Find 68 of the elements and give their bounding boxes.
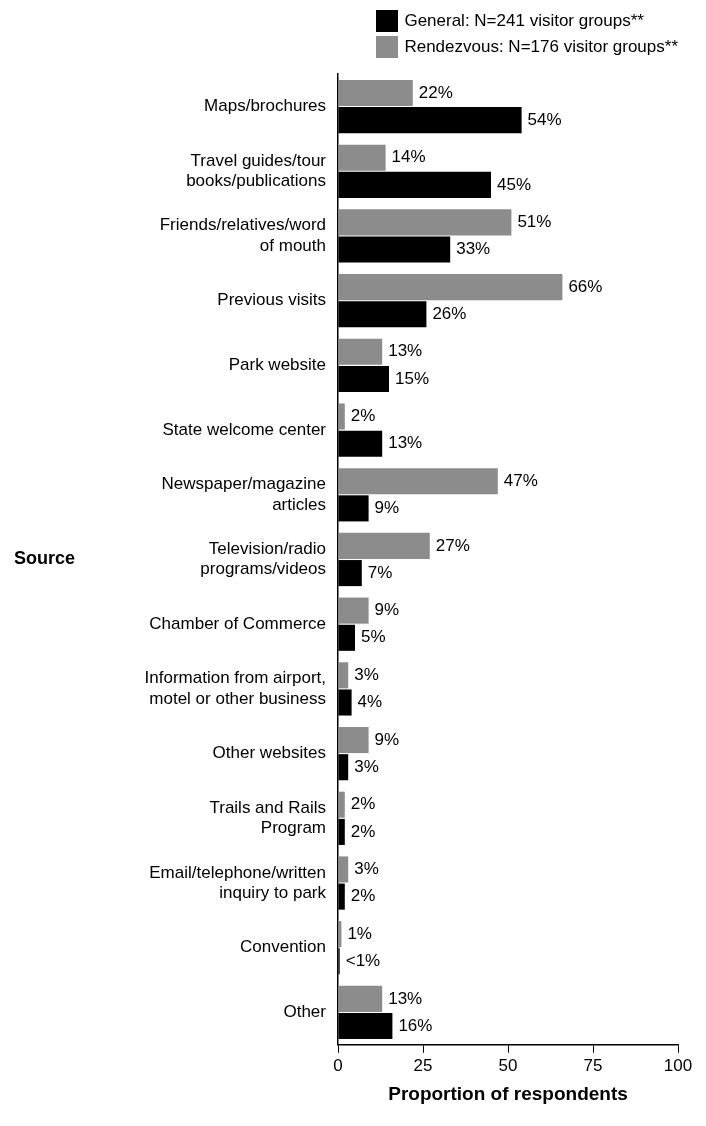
data-label: 13%: [388, 988, 423, 1008]
legend-label: General: N=241 visitor groups**: [404, 10, 644, 32]
bar: [338, 791, 345, 818]
data-label: 27%: [435, 535, 470, 555]
y-tick-label: Chamber of Commerce: [149, 613, 326, 633]
y-tick-label: Park website: [228, 355, 326, 375]
data-label: 14%: [391, 147, 426, 167]
y-tick-label: Maps/brochures: [204, 96, 326, 116]
data-label: 47%: [503, 470, 538, 490]
bar: [338, 856, 349, 883]
y-tick-label: State welcome center: [162, 419, 327, 439]
bar: [338, 209, 512, 236]
bar: [338, 985, 383, 1012]
data-label: 9%: [374, 729, 400, 749]
data-label: 15%: [395, 368, 430, 388]
data-label: 2%: [350, 406, 376, 426]
y-tick-label: Other websites: [212, 743, 326, 763]
data-label: 22%: [418, 82, 453, 102]
bar: [338, 274, 563, 301]
bar: [338, 403, 345, 430]
bar: [338, 338, 383, 365]
y-tick-label: Trails and Rails Program: [209, 797, 326, 838]
bar: [338, 79, 413, 107]
y-tick-label: Email/telephone/written inquiry to park: [149, 862, 327, 902]
data-label: 2%: [350, 794, 376, 814]
bar: [338, 726, 369, 754]
y-tick-label: Travel guides/tour books/publications: [186, 150, 327, 191]
data-label: 54%: [527, 109, 562, 129]
data-label: 2%: [350, 886, 376, 906]
data-label: 16%: [398, 1015, 433, 1035]
data-label: 4%: [357, 692, 383, 712]
y-tick-label: Previous visits: [217, 290, 326, 310]
y-tick-label: Information from airport, motel or other business: [144, 668, 326, 708]
data-label: 2%: [350, 821, 376, 841]
y-tick-label: Television/radio programs/videos: [200, 538, 326, 579]
x-tick-label: 25: [413, 1055, 433, 1075]
data-label: 3%: [354, 859, 379, 879]
x-tick-label: 50: [498, 1055, 518, 1075]
data-label: 26%: [432, 303, 467, 323]
x-axis-title: Proportion of respondents: [388, 1082, 628, 1104]
data-label: 7%: [367, 562, 393, 582]
data-label: 33%: [456, 239, 491, 259]
data-label: 51%: [517, 212, 552, 232]
data-label: 45%: [497, 174, 532, 194]
bar: [338, 468, 498, 495]
x-tick-label: 75: [583, 1055, 603, 1075]
data-label: 3%: [354, 665, 379, 685]
data-label: 9%: [374, 498, 400, 518]
y-tick-label: Convention: [239, 937, 326, 957]
legend-label: Rendezvous: N=176 visitor groups**: [404, 36, 678, 58]
data-label: 9%: [374, 600, 400, 620]
bar: [338, 597, 369, 624]
y-axis-title: Source: [14, 548, 76, 569]
x-tick-label: 0: [333, 1055, 343, 1075]
bar: [338, 662, 349, 689]
data-label: <1%: [345, 951, 381, 971]
bar: [338, 144, 386, 171]
data-label: 13%: [388, 433, 423, 453]
y-tick-label: Friends/relatives/word of mouth: [159, 215, 326, 255]
data-label: 66%: [568, 276, 603, 296]
data-label: 5%: [361, 627, 386, 647]
y-tick-label: Other: [283, 1002, 327, 1022]
y-tick-label: Newspaper/magazine articles: [161, 474, 326, 514]
bar: [338, 532, 430, 559]
x-tick-label: 100: [663, 1055, 693, 1075]
data-label: 1%: [347, 923, 372, 943]
data-label: 13%: [388, 341, 423, 361]
data-label: 3%: [354, 756, 379, 776]
